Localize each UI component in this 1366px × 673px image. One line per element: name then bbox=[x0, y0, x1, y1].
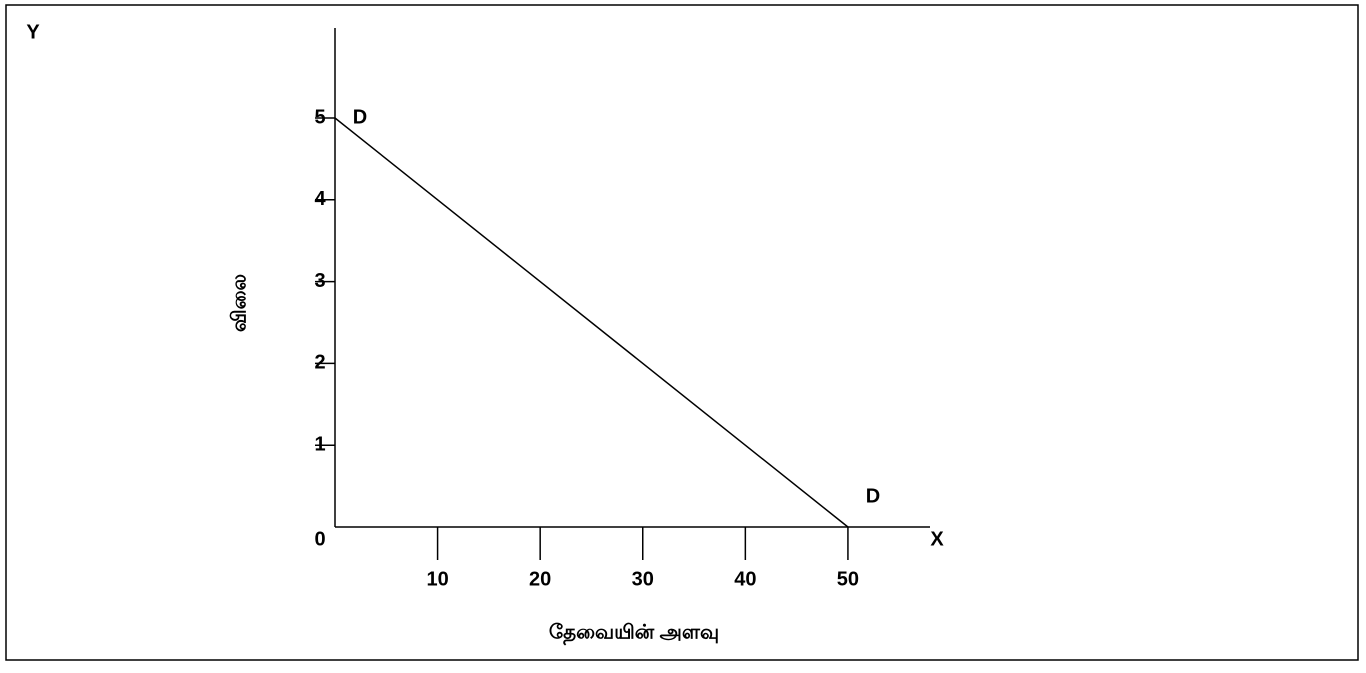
x-tick-label: 40 bbox=[734, 568, 756, 590]
x-tick-label: 30 bbox=[632, 568, 654, 590]
x-axis-title: தேவையின் அளவு bbox=[549, 621, 719, 645]
y-tick-label: 0 bbox=[314, 528, 325, 550]
x-tick-label: 10 bbox=[426, 568, 448, 590]
y-axis-title: விலை bbox=[228, 274, 250, 332]
frame bbox=[5, 4, 1359, 661]
point-label: D bbox=[866, 485, 880, 507]
demand-line bbox=[334, 117, 849, 528]
point-label: D bbox=[353, 106, 367, 128]
x-tick-label: 50 bbox=[837, 568, 859, 590]
y-axis-name: Y bbox=[26, 21, 40, 43]
x-tick-label: 20 bbox=[529, 568, 551, 590]
x-axis-name: X bbox=[930, 528, 944, 550]
